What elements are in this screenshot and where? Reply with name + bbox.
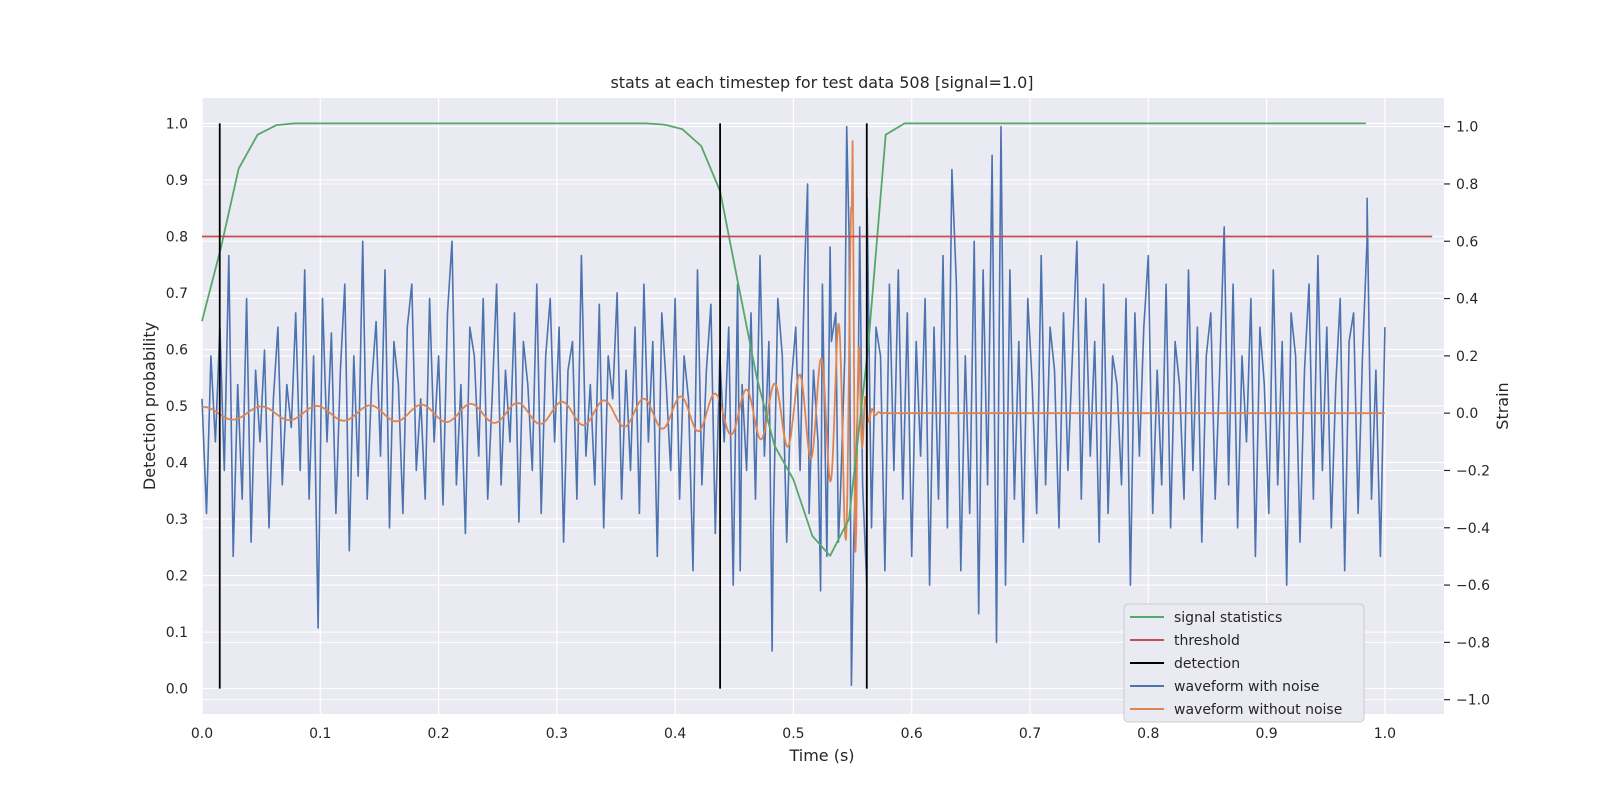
ticks: 0.0 0.1 0.2 0.3 0.4 0.5 0.6 0.7 0.8 0.9 1.0 0.0 0.1 0… — [166, 116, 1490, 742]
legend-label: waveform without noise — [1174, 702, 1342, 718]
y-axis-label-left: Detection probability — [140, 322, 159, 490]
y-tick-label-right: 0.2 — [1456, 349, 1478, 365]
y-tick-label-left: 0.2 — [166, 569, 188, 585]
x-tick-label: 0.1 — [309, 726, 331, 742]
y-tick-label-left: 0.9 — [166, 173, 188, 189]
x-tick-label: 0.4 — [664, 726, 686, 742]
y-tick-label-right: −0.8 — [1456, 635, 1490, 651]
y-tick-label-left: 0.6 — [166, 342, 188, 358]
legend-label: threshold — [1174, 633, 1240, 649]
y-tick-label-right: −1.0 — [1456, 693, 1490, 709]
legend-label: detection — [1174, 656, 1240, 672]
y-tick-label-left: 0.1 — [166, 625, 188, 641]
x-tick-label: 0.2 — [427, 726, 449, 742]
y-tick-label-left: 0.3 — [166, 512, 188, 528]
y-tick-label-right: −0.2 — [1456, 463, 1490, 479]
y-tick-label-right: −0.4 — [1456, 521, 1490, 537]
y-tick-label-right: 0.6 — [1456, 234, 1478, 250]
x-tick-label: 0.8 — [1137, 726, 1159, 742]
x-tick-label: 0.6 — [901, 726, 923, 742]
series-layer — [201, 122, 1433, 689]
y-axis-label-right: Strain — [1493, 382, 1512, 429]
x-tick-label: 0.9 — [1255, 726, 1277, 742]
y-tick-label-right: −0.6 — [1456, 578, 1490, 594]
y-tick-label-left: 0.7 — [166, 286, 188, 302]
signal-statistics-line — [201, 122, 1366, 557]
y-tick-label-right: 0.4 — [1456, 292, 1478, 308]
y-tick-label-left: 0.5 — [166, 399, 188, 415]
y-tick-label-right: 0.0 — [1456, 406, 1478, 422]
chart-title: stats at each timestep for test data 508… — [610, 73, 1033, 92]
x-tick-label: 0.7 — [1019, 726, 1041, 742]
y-tick-label-right: 1.0 — [1456, 120, 1478, 136]
y-tick-label-left: 0.8 — [166, 229, 188, 245]
legend: signal statistics threshold detection wavef… — [1123, 603, 1365, 723]
y-tick-label-left: 0.4 — [166, 456, 188, 472]
x-tick-label: 1.0 — [1374, 726, 1396, 742]
y-tick-label-left: 1.0 — [166, 116, 188, 132]
waveform-without-noise-line — [201, 140, 1385, 553]
x-tick-label: 0.0 — [191, 726, 213, 742]
y-tick-label-left: 0.0 — [166, 682, 188, 698]
legend-box — [1123, 603, 1365, 723]
legend-label: signal statistics — [1174, 610, 1282, 626]
waveform-with-noise-line — [201, 125, 1386, 687]
legend-label: waveform with noise — [1174, 679, 1319, 695]
x-tick-label: 0.5 — [782, 726, 804, 742]
y-tick-label-right: 0.8 — [1456, 177, 1478, 193]
x-tick-label: 0.3 — [546, 726, 568, 742]
x-axis-label: Time (s) — [788, 746, 854, 765]
